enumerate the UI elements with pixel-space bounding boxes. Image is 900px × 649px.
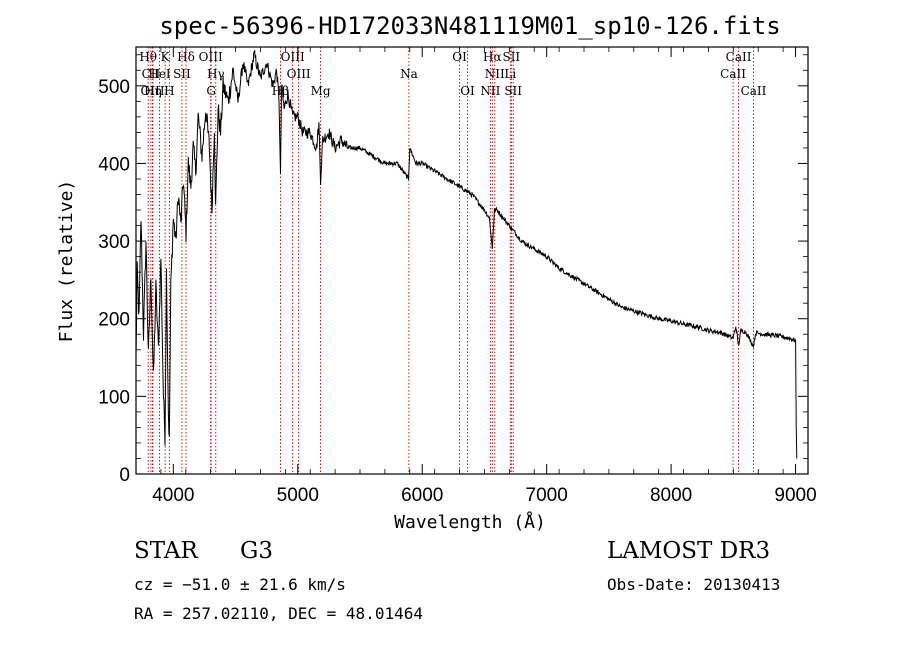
marker-label-10: Hγ xyxy=(207,67,225,81)
y-tick-label-0: 0 xyxy=(119,465,130,486)
object-subclass: G3 xyxy=(240,538,274,564)
x-tick-label-0: 4000 xyxy=(152,485,194,506)
marker-label-11: G xyxy=(206,84,216,98)
object-class: STAR xyxy=(134,538,198,564)
marker-label-3: Hη xyxy=(144,84,162,98)
x-tick-label-1: 5000 xyxy=(277,485,319,506)
marker-label-25: CaII xyxy=(726,50,752,64)
y-tick-label-4: 400 xyxy=(98,154,130,175)
marker-label-9: OIII xyxy=(199,50,223,64)
marker-label-15: Mg xyxy=(311,84,331,98)
y-axis-label: Flux (relative) xyxy=(56,180,77,343)
marker-label-18: OI xyxy=(460,84,475,98)
x-tick-label-3: 7000 xyxy=(526,485,568,506)
y-tick-label-5: 500 xyxy=(98,77,130,98)
observation-date: Obs-Date: 20130413 xyxy=(607,575,781,594)
marker-label-14: OIII xyxy=(287,67,311,81)
coordinates: RA = 257.02110, DEC = 48.01464 xyxy=(134,604,423,623)
marker-label-22: SII xyxy=(502,50,520,64)
x-axis-label: Wavelength (Å) xyxy=(394,511,546,533)
marker-label-13: OIII xyxy=(281,50,305,64)
marker-label-17: OI xyxy=(452,50,467,64)
marker-label-24: SII xyxy=(504,84,522,98)
marker-label-12: Hβ xyxy=(272,84,289,98)
marker-label-8: Hδ xyxy=(177,50,195,64)
marker-label-2: OIII xyxy=(141,84,165,98)
y-tick-label-3: 300 xyxy=(98,232,130,253)
marker-label-27: CaII xyxy=(741,84,767,98)
marker-label-20: NII xyxy=(485,67,505,81)
marker-label-4: HeI xyxy=(148,67,171,81)
marker-label-19: Hα xyxy=(483,50,502,64)
radial-velocity: cz = −51.0 ± 21.6 km/s xyxy=(134,575,346,594)
y-tick-label-2: 200 xyxy=(98,310,130,331)
y-tick-label-1: 100 xyxy=(98,387,130,408)
marker-label-16: Na xyxy=(400,67,418,81)
marker-label-1: CII xyxy=(142,67,161,81)
x-tick-label-4: 8000 xyxy=(650,485,692,506)
flux-series-line xyxy=(135,49,798,459)
marker-label-7: SII xyxy=(173,67,191,81)
marker-label-5: K xyxy=(161,50,171,64)
marker-label-26: CaII xyxy=(720,67,746,81)
x-tick-label-2: 6000 xyxy=(401,485,443,506)
survey-name: LAMOST DR3 xyxy=(607,538,771,564)
marker-label-6: H xyxy=(164,84,174,98)
marker-label-0: Hθ xyxy=(139,50,157,64)
plot-frame xyxy=(135,46,809,475)
chart-title: spec-56396-HD172033N481119M01_sp10-126.f… xyxy=(159,12,780,40)
marker-label-21: NII xyxy=(480,84,500,98)
marker-label-23: Li xyxy=(504,67,516,81)
x-tick-label-5: 9000 xyxy=(774,485,816,506)
